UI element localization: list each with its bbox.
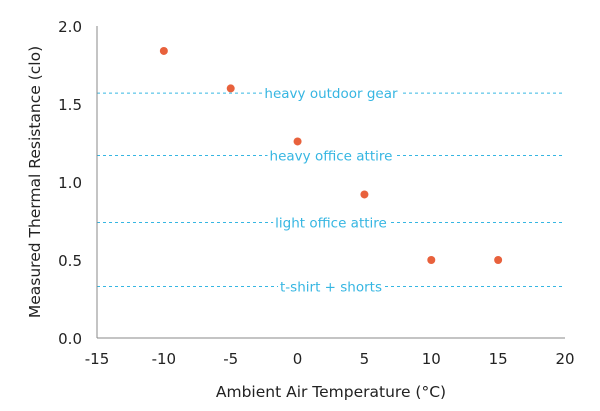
reference-label-background	[278, 279, 384, 296]
data-point	[226, 84, 235, 93]
reference-label-background	[267, 148, 395, 165]
axes	[96, 26, 565, 339]
x-tick-label: -15	[85, 350, 110, 368]
data-point	[159, 46, 168, 55]
x-tick-label: -10	[152, 350, 177, 368]
x-tick-label: 15	[489, 350, 508, 368]
y-tick-label: 2.0	[58, 18, 82, 36]
y-tick-label: 1.5	[58, 96, 82, 114]
data-point	[360, 190, 369, 199]
x-tick-labels: -15 -10 -5 0 5 10 15 20	[85, 350, 575, 368]
y-tick-labels: 0.0 0.5 1.0 1.5 2.0	[58, 18, 82, 348]
x-tick-label: 20	[555, 350, 574, 368]
data-points	[159, 46, 503, 264]
reference-lines: heavy outdoor gear heavy office attire lig…	[97, 86, 565, 296]
data-point	[293, 137, 302, 146]
reference-label: light office attire	[275, 216, 387, 232]
x-tick-label: 10	[422, 350, 441, 368]
y-axis-title: Measured Thermal Resistance (clo)	[26, 46, 44, 318]
reference-label-background	[262, 86, 401, 103]
data-point	[427, 256, 436, 264]
y-tick-label: 0.5	[58, 252, 82, 270]
y-tick-label: 0.0	[58, 330, 82, 348]
x-tick-label: -5	[223, 350, 238, 368]
reference-label: heavy outdoor gear	[264, 86, 398, 102]
reference-label: t-shirt + shorts	[280, 280, 382, 296]
data-point	[494, 256, 503, 264]
reference-label-background	[273, 215, 389, 232]
x-tick-label: 5	[360, 350, 370, 368]
reference-label: heavy office attire	[270, 148, 393, 164]
y-tick-label: 1.0	[58, 174, 82, 192]
x-tick-label: 0	[293, 350, 303, 368]
x-axis-title: Ambient Air Temperature (°C)	[216, 383, 446, 401]
